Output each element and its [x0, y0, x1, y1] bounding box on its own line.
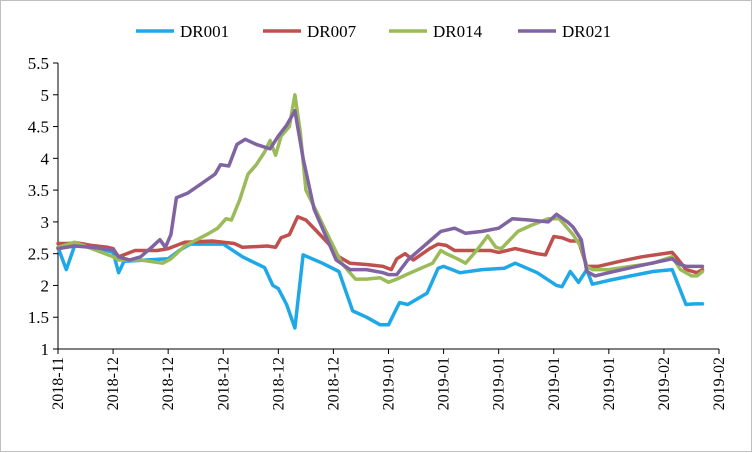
- legend: DR001 DR007 DR014 DR021: [136, 22, 611, 41]
- legend-item-dr007: DR007: [263, 22, 357, 41]
- y-tick-label: 5: [41, 86, 50, 105]
- legend-item-dr014: DR014: [389, 22, 483, 41]
- series-line-dr001: [56, 242, 705, 330]
- y-tick-label: 5.5: [28, 54, 49, 73]
- legend-label: DR014: [433, 22, 483, 41]
- y-tick-label: 4.5: [28, 118, 49, 137]
- x-tick-label: 2019-02: [656, 357, 673, 410]
- x-tick-label: 2018-12: [215, 357, 232, 410]
- plot-area: 1 1.5 2 2.5 3 3.5 4 4.5 5 5.5 2018-11 2018-12 2018-1…: [28, 54, 728, 410]
- y-tick-label: 1: [41, 340, 50, 359]
- legend-item-dr021: DR021: [518, 22, 611, 41]
- y-tick-label: 2.5: [28, 245, 49, 264]
- y-tick-label: 4: [41, 149, 50, 168]
- y-tick-label: 3.5: [28, 181, 49, 200]
- x-tick-label: 2019-01: [381, 357, 398, 410]
- x-tick-label: 2019-01: [546, 357, 563, 410]
- x-tick-label: 2019-02: [711, 357, 728, 410]
- series-line-dr014: [56, 93, 705, 285]
- x-tick-label: 2018-12: [105, 357, 122, 410]
- legend-item-dr001: DR001: [136, 22, 229, 41]
- y-tick-label: 2: [41, 276, 50, 295]
- y-tick-label: 3: [41, 213, 50, 232]
- x-tick-label: 2018-11: [50, 357, 67, 410]
- x-tick-label: 2018-12: [325, 357, 342, 410]
- x-tick-label: 2018-12: [160, 357, 177, 410]
- legend-label: DR001: [180, 22, 229, 41]
- x-tick-label: 2018-12: [270, 357, 287, 410]
- x-tick-label: 2019-01: [601, 357, 618, 410]
- x-tick-label: 2019-01: [436, 357, 453, 410]
- series-line-dr021: [56, 108, 705, 278]
- legend-label: DR021: [562, 22, 611, 41]
- y-tick-label: 1.5: [28, 308, 49, 327]
- x-tick-label: 2019-01: [491, 357, 508, 410]
- legend-label: DR007: [307, 22, 357, 41]
